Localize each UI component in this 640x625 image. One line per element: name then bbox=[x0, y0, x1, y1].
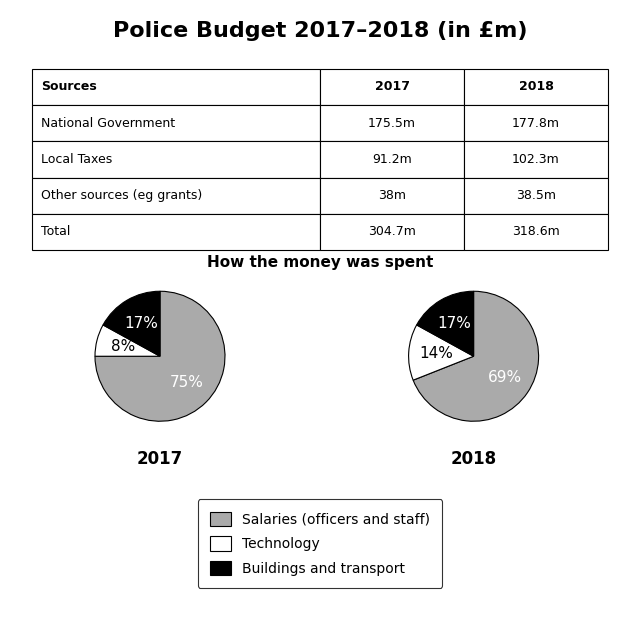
Bar bbox=[320, 105, 464, 141]
Bar bbox=[32, 69, 320, 105]
Text: 177.8m: 177.8m bbox=[512, 117, 560, 129]
Text: 2017: 2017 bbox=[374, 81, 410, 93]
Text: 2018: 2018 bbox=[518, 81, 554, 93]
Bar bbox=[320, 214, 464, 250]
Bar bbox=[32, 141, 320, 177]
Legend: Salaries (officers and staff), Technology, Buildings and transport: Salaries (officers and staff), Technolog… bbox=[198, 499, 442, 588]
Bar bbox=[464, 141, 608, 177]
Bar bbox=[320, 177, 464, 214]
Text: 91.2m: 91.2m bbox=[372, 153, 412, 166]
Bar bbox=[32, 105, 320, 141]
Wedge shape bbox=[417, 291, 474, 356]
Text: 2017: 2017 bbox=[137, 451, 183, 469]
Bar bbox=[32, 177, 320, 214]
Text: 69%: 69% bbox=[488, 370, 522, 385]
Text: 2018: 2018 bbox=[451, 451, 497, 469]
Bar bbox=[464, 105, 608, 141]
Bar bbox=[464, 214, 608, 250]
Bar bbox=[464, 69, 608, 105]
Bar bbox=[464, 177, 608, 214]
Text: Other sources (eg grants): Other sources (eg grants) bbox=[41, 189, 202, 202]
Text: 75%: 75% bbox=[170, 376, 204, 391]
Text: Total: Total bbox=[41, 226, 70, 238]
Text: Sources: Sources bbox=[41, 81, 97, 93]
Text: 17%: 17% bbox=[438, 316, 471, 331]
Wedge shape bbox=[103, 291, 160, 356]
Text: 38m: 38m bbox=[378, 189, 406, 202]
Wedge shape bbox=[95, 325, 160, 356]
Text: 17%: 17% bbox=[124, 316, 157, 331]
Text: 318.6m: 318.6m bbox=[512, 226, 560, 238]
Text: 14%: 14% bbox=[419, 346, 453, 361]
Text: National Government: National Government bbox=[41, 117, 175, 129]
Text: 8%: 8% bbox=[111, 339, 136, 354]
Wedge shape bbox=[408, 325, 474, 380]
Text: How the money was spent: How the money was spent bbox=[207, 255, 433, 270]
Text: 175.5m: 175.5m bbox=[368, 117, 416, 129]
Bar bbox=[320, 141, 464, 177]
Bar bbox=[320, 69, 464, 105]
Text: Local Taxes: Local Taxes bbox=[41, 153, 112, 166]
Wedge shape bbox=[413, 291, 539, 421]
Text: 38.5m: 38.5m bbox=[516, 189, 556, 202]
Text: 102.3m: 102.3m bbox=[512, 153, 560, 166]
Bar bbox=[32, 214, 320, 250]
Text: 304.7m: 304.7m bbox=[368, 226, 416, 238]
Wedge shape bbox=[95, 291, 225, 421]
Text: Police Budget 2017–2018 (in £m): Police Budget 2017–2018 (in £m) bbox=[113, 21, 527, 41]
